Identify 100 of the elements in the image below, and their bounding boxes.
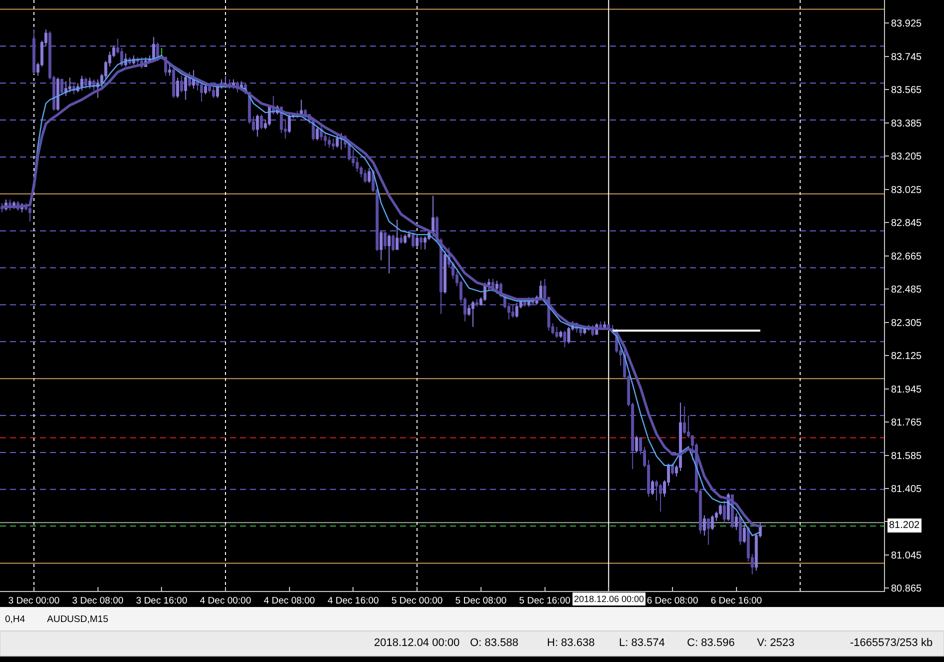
- candlestick: [404, 234, 407, 244]
- candlestick: [332, 138, 335, 150]
- y-tick-label: 83.925: [891, 18, 922, 30]
- y-tick-label: 83.745: [891, 52, 922, 63]
- y-tick-label: 81.405: [891, 484, 922, 495]
- x-tick-label: 4 Dec 16:00: [328, 595, 379, 606]
- candlestick: [659, 483, 662, 512]
- candlestick: [316, 126, 319, 141]
- candlestick: [515, 302, 518, 318]
- candlestick: [184, 73, 188, 100]
- x-tick-label: 4 Dec 08:00: [264, 595, 315, 606]
- candlestick: [328, 136, 331, 148]
- candlestick: [28, 206, 32, 222]
- candlestick: [416, 234, 419, 248]
- candlestick: [471, 300, 474, 328]
- candlestick: [68, 77, 72, 93]
- y-tick-label: 81.045: [891, 550, 922, 562]
- candlestick: [734, 512, 738, 531]
- y-tick-label: 81.945: [891, 384, 922, 396]
- candlestick: [440, 238, 442, 314]
- candlestick: [599, 320, 602, 330]
- candlestick: [384, 232, 387, 250]
- candlestick: [212, 86, 215, 98]
- candlestick: [368, 168, 371, 184]
- x-tick-label: 5 Dec 08:00: [455, 595, 507, 606]
- candlestick: [256, 114, 259, 138]
- candlestick: [84, 77, 88, 90]
- candlestick: [444, 250, 446, 294]
- candlestick: [388, 234, 391, 274]
- y-tick-label: 82.845: [891, 218, 922, 230]
- y-tick-label: 82.125: [891, 351, 922, 362]
- y-tick-label: 83.025: [891, 184, 922, 196]
- x-tick-label: 5 Dec 16:00: [519, 595, 570, 606]
- candlestick: [260, 114, 263, 130]
- ref-line-label: 2018.12.06 00:00: [574, 594, 644, 604]
- candlestick: [539, 280, 542, 300]
- y-tick-label: 82.305: [891, 318, 922, 329]
- candlestick: [420, 236, 423, 250]
- candlestick: [204, 82, 208, 95]
- candlestick: [635, 435, 638, 453]
- candlestick: [563, 330, 566, 348]
- y-tick-label: 81.765: [891, 418, 922, 429]
- y-tick-label: 83.565: [891, 85, 922, 96]
- candlestick: [32, 29, 36, 74]
- candlestick: [555, 326, 558, 338]
- text: -1665573/253 kb: [850, 637, 933, 649]
- y-tick-label: 82.665: [891, 251, 922, 262]
- candlestick: [392, 234, 395, 252]
- text: L: 83.574: [619, 637, 665, 649]
- candlestick: [412, 232, 415, 248]
- candlestick: [432, 195, 434, 237]
- candlestick: [671, 463, 674, 476]
- candlestick: [495, 280, 498, 294]
- ref-line-label: 81.202: [889, 520, 920, 531]
- candlestick: [172, 68, 176, 98]
- text: V: 2523: [757, 637, 795, 649]
- candlestick: [396, 219, 399, 250]
- candlestick: [579, 326, 582, 337]
- candlestick: [168, 64, 172, 76]
- x-tick-label: 6 Dec 16:00: [710, 595, 762, 606]
- text: O: 83.588: [470, 637, 518, 649]
- candlestick: [380, 230, 383, 261]
- text: H: 83.638: [547, 637, 595, 649]
- candlestick: [80, 75, 84, 91]
- candlestick: [192, 70, 196, 90]
- candlestick: [710, 514, 714, 531]
- candlestick: [200, 82, 204, 102]
- text: C: 83.596: [687, 637, 735, 649]
- x-tick-label: 3 Dec 08:00: [72, 595, 124, 606]
- candlestick: [738, 516, 742, 546]
- text: AUDUSD,M15: [47, 614, 108, 625]
- x-tick-label: 5 Dec 00:00: [391, 595, 443, 606]
- candlestick: [475, 298, 478, 308]
- candlestick: [651, 480, 654, 496]
- y-tick-label: 82.485: [891, 284, 922, 296]
- candlestick: [603, 320, 606, 330]
- candlestick: [742, 524, 746, 544]
- candlestick: [176, 77, 180, 98]
- candlestick: [559, 330, 562, 338]
- candlestick: [60, 78, 64, 95]
- y-tick-label: 83.385: [891, 118, 922, 130]
- x-tick-label: 6 Dec 08:00: [646, 595, 698, 606]
- candlestick: [88, 77, 92, 90]
- candlestick: [180, 75, 184, 93]
- x-tick-label: 3 Dec 00:00: [8, 595, 60, 606]
- y-tick-label: 80.865: [891, 584, 922, 595]
- candlestick: [702, 514, 706, 536]
- candlestick: [288, 114, 291, 134]
- y-tick-label: 83.205: [891, 152, 922, 163]
- candlestick: [400, 234, 403, 244]
- text: 2018.12.04 00:00: [374, 637, 460, 649]
- y-tick-label: 81.585: [891, 450, 922, 462]
- candlestick: [706, 518, 710, 546]
- candlestick: [64, 80, 68, 97]
- candlestick: [682, 406, 686, 435]
- candlestick: [511, 304, 514, 318]
- text: 0,H4: [5, 614, 26, 625]
- x-tick-label: 3 Dec 16:00: [136, 595, 188, 606]
- candlestick: [56, 77, 60, 112]
- candlestick: [722, 500, 726, 524]
